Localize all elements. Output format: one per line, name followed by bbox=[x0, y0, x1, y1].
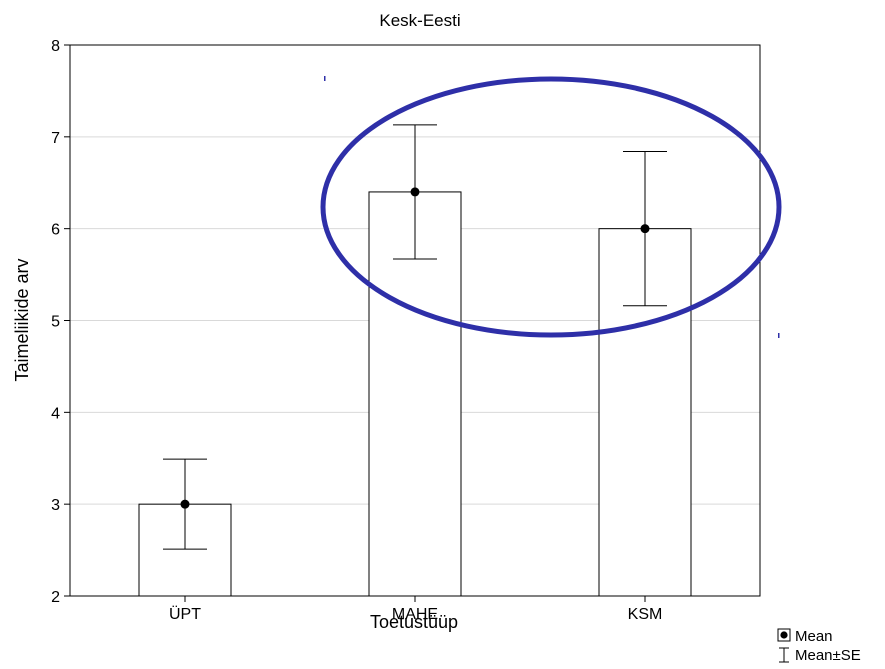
stray-mark bbox=[778, 333, 780, 338]
x-axis-ticks: ÜPT MAHE KSM bbox=[169, 596, 662, 623]
x-axis-label: Toetustüüp bbox=[370, 612, 458, 632]
mean-point bbox=[180, 499, 190, 509]
mean-point bbox=[410, 187, 420, 197]
y-tick-label: 7 bbox=[51, 130, 60, 147]
legend: Mean Mean±SE bbox=[777, 628, 861, 664]
legend-item-mean: Mean bbox=[777, 628, 833, 645]
y-tick-label: 6 bbox=[51, 222, 60, 239]
legend-dot bbox=[780, 631, 788, 639]
stray-mark bbox=[324, 76, 326, 81]
y-tick-label: 4 bbox=[51, 405, 60, 422]
legend-label: Mean±SE bbox=[795, 647, 861, 664]
y-tick-label: 3 bbox=[51, 497, 60, 514]
x-tick-label: KSM bbox=[628, 606, 663, 623]
y-axis-label: Taimeliikide arv bbox=[12, 258, 32, 381]
legend-item-se: Mean±SE bbox=[779, 647, 861, 664]
y-tick-label: 5 bbox=[51, 314, 60, 331]
y-axis-ticks: 2 3 4 5 6 7 8 bbox=[51, 38, 70, 606]
x-tick-label: MAHE bbox=[392, 606, 438, 623]
mean-point bbox=[640, 224, 650, 234]
chart-title: Kesk-Eesti bbox=[379, 11, 460, 30]
y-tick-label: 2 bbox=[51, 589, 60, 606]
legend-label: Mean bbox=[795, 628, 833, 645]
y-tick-label: 8 bbox=[51, 38, 60, 55]
bars bbox=[138, 124, 692, 597]
highlight-ellipse bbox=[320, 76, 782, 338]
x-tick-label: ÜPT bbox=[169, 605, 201, 623]
error-bar-icon bbox=[779, 647, 789, 663]
